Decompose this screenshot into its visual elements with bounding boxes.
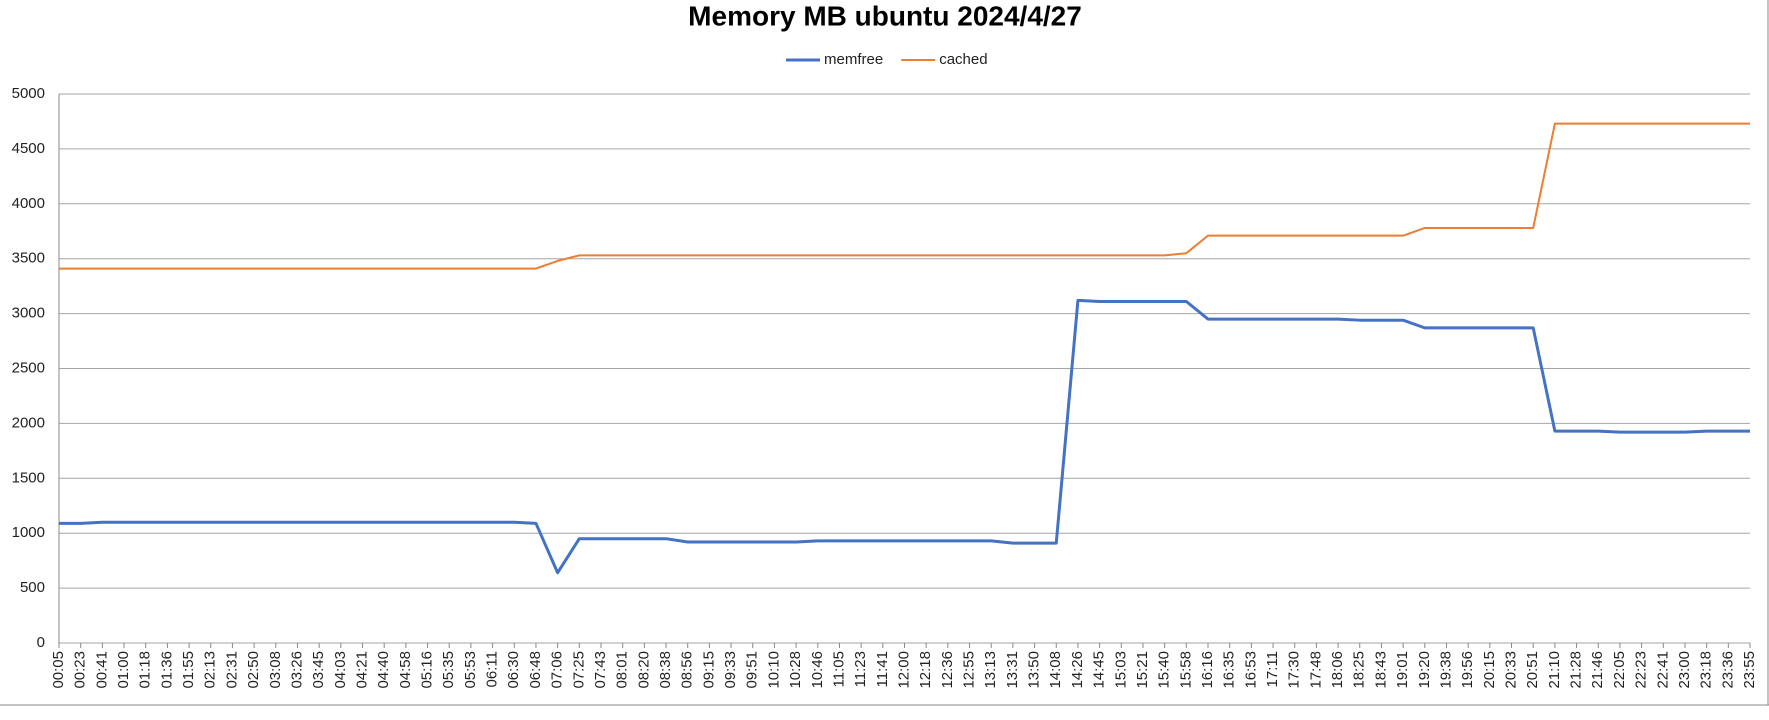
x-tick-label: 19:56 xyxy=(1459,651,1476,689)
x-tick-label: 23:36 xyxy=(1719,651,1736,689)
x-tick-label: 19:20 xyxy=(1416,651,1433,689)
x-tick-label: 01:00 xyxy=(115,651,132,689)
x-tick-label: 19:01 xyxy=(1394,651,1411,689)
x-tick-label: 17:48 xyxy=(1307,651,1324,689)
x-tick-label: 09:51 xyxy=(744,651,761,689)
x-tick-label: 11:23 xyxy=(852,651,869,687)
y-tick-label: 0 xyxy=(37,634,45,651)
x-tick-label: 21:10 xyxy=(1546,651,1563,689)
x-tick-label: 21:46 xyxy=(1589,651,1606,689)
x-tick-label: 09:33 xyxy=(722,651,739,689)
x-tick-label: 14:26 xyxy=(1069,651,1086,689)
x-tick-label: 05:16 xyxy=(419,651,436,689)
y-tick-label: 2500 xyxy=(12,359,45,376)
y-tick-label: 3500 xyxy=(12,250,45,267)
x-tick-label: 09:15 xyxy=(700,651,717,689)
x-tick-label: 06:30 xyxy=(505,651,522,689)
x-tick-label: 03:08 xyxy=(267,651,284,689)
x-tick-label: 16:35 xyxy=(1221,651,1238,689)
x-tick-label: 19:38 xyxy=(1437,651,1454,689)
x-tick-label: 00:41 xyxy=(93,651,110,689)
x-tick-label: 05:53 xyxy=(462,651,479,689)
x-tick-label: 07:43 xyxy=(592,651,609,689)
series-line xyxy=(59,122,1750,270)
x-tick-label: 23:00 xyxy=(1676,651,1693,689)
x-tick-label: 04:21 xyxy=(353,651,370,689)
x-tick-label: 22:05 xyxy=(1611,651,1628,689)
x-tick-label: 08:20 xyxy=(635,651,652,689)
x-tick-label: 04:58 xyxy=(397,651,414,689)
x-tick-label: 08:56 xyxy=(679,651,696,689)
legend-label: memfree xyxy=(824,51,883,68)
x-tick-label: 23:18 xyxy=(1698,651,1715,689)
x-tick-label: 13:13 xyxy=(982,651,999,689)
x-tick-label: 22:41 xyxy=(1654,651,1671,689)
x-tick-label: 01:55 xyxy=(180,651,197,689)
y-tick-label: 4500 xyxy=(12,140,45,157)
x-tick-label: 00:23 xyxy=(72,651,89,689)
chart-title: Memory MB ubuntu 2024/4/27 xyxy=(688,0,1082,31)
x-tick-label: 05:35 xyxy=(440,651,457,689)
y-tick-label: 2000 xyxy=(12,414,45,431)
x-tick-label: 06:11 xyxy=(484,651,501,687)
x-tick-label: 20:33 xyxy=(1502,651,1519,689)
x-tick-label: 18:06 xyxy=(1329,651,1346,689)
y-tick-label: 3000 xyxy=(12,305,45,322)
x-tick-label: 12:55 xyxy=(961,651,978,689)
x-tick-label: 20:15 xyxy=(1481,651,1498,689)
x-tick-label: 14:45 xyxy=(1091,651,1108,689)
x-tick-label: 15:21 xyxy=(1134,651,1151,689)
x-tick-label: 00:05 xyxy=(50,651,67,689)
x-tick-label: 15:03 xyxy=(1112,651,1129,689)
x-tick-label: 07:25 xyxy=(570,651,587,689)
x-tick-label: 10:28 xyxy=(787,651,804,689)
x-tick-label: 16:53 xyxy=(1242,651,1259,689)
x-tick-label: 12:36 xyxy=(939,651,956,689)
x-tick-label: 18:25 xyxy=(1351,651,1368,689)
x-tick-label: 03:26 xyxy=(288,651,305,689)
y-tick-label: 1000 xyxy=(12,524,45,541)
x-tick-label: 15:40 xyxy=(1156,651,1173,689)
x-tick-label: 20:51 xyxy=(1524,651,1541,689)
x-tick-label: 12:18 xyxy=(917,651,934,689)
x-tick-label: 04:03 xyxy=(332,651,349,689)
x-tick-label: 17:30 xyxy=(1286,651,1303,689)
y-tick-label: 1500 xyxy=(12,469,45,486)
x-tick-label: 13:50 xyxy=(1026,651,1043,689)
x-tick-label: 22:23 xyxy=(1633,651,1650,689)
y-tick-label: 500 xyxy=(20,579,45,596)
x-tick-label: 08:01 xyxy=(614,651,631,689)
x-tick-label: 08:38 xyxy=(657,651,674,689)
x-tick-label: 01:36 xyxy=(158,651,175,689)
x-tick-label: 06:48 xyxy=(527,651,544,689)
x-tick-label: 02:31 xyxy=(223,651,240,689)
legend-label: cached xyxy=(939,51,987,68)
x-tick-label: 10:46 xyxy=(809,651,826,689)
x-tick-label: 16:16 xyxy=(1199,651,1216,689)
series-line xyxy=(59,298,1750,575)
x-tick-label: 21:28 xyxy=(1568,651,1585,689)
x-tick-label: 02:13 xyxy=(202,651,219,689)
x-tick-label: 04:40 xyxy=(375,651,392,689)
x-tick-label: 15:58 xyxy=(1177,651,1194,689)
x-tick-label: 03:45 xyxy=(310,651,327,689)
x-tick-label: 07:06 xyxy=(549,651,566,689)
x-tick-label: 13:31 xyxy=(1004,651,1021,689)
x-tick-label: 18:43 xyxy=(1372,651,1389,689)
x-tick-label: 14:08 xyxy=(1047,651,1064,689)
x-tick-label: 12:00 xyxy=(895,651,912,689)
x-tick-label: 01:18 xyxy=(137,651,154,689)
x-tick-label: 11:41 xyxy=(874,651,891,687)
x-tick-label: 17:11 xyxy=(1264,651,1281,687)
x-tick-label: 02:50 xyxy=(245,651,262,689)
x-tick-label: 10:10 xyxy=(765,651,782,689)
y-tick-label: 4000 xyxy=(12,195,45,212)
y-tick-label: 5000 xyxy=(12,85,45,102)
x-tick-label: 23:55 xyxy=(1741,651,1758,689)
x-tick-label: 11:05 xyxy=(830,651,847,687)
